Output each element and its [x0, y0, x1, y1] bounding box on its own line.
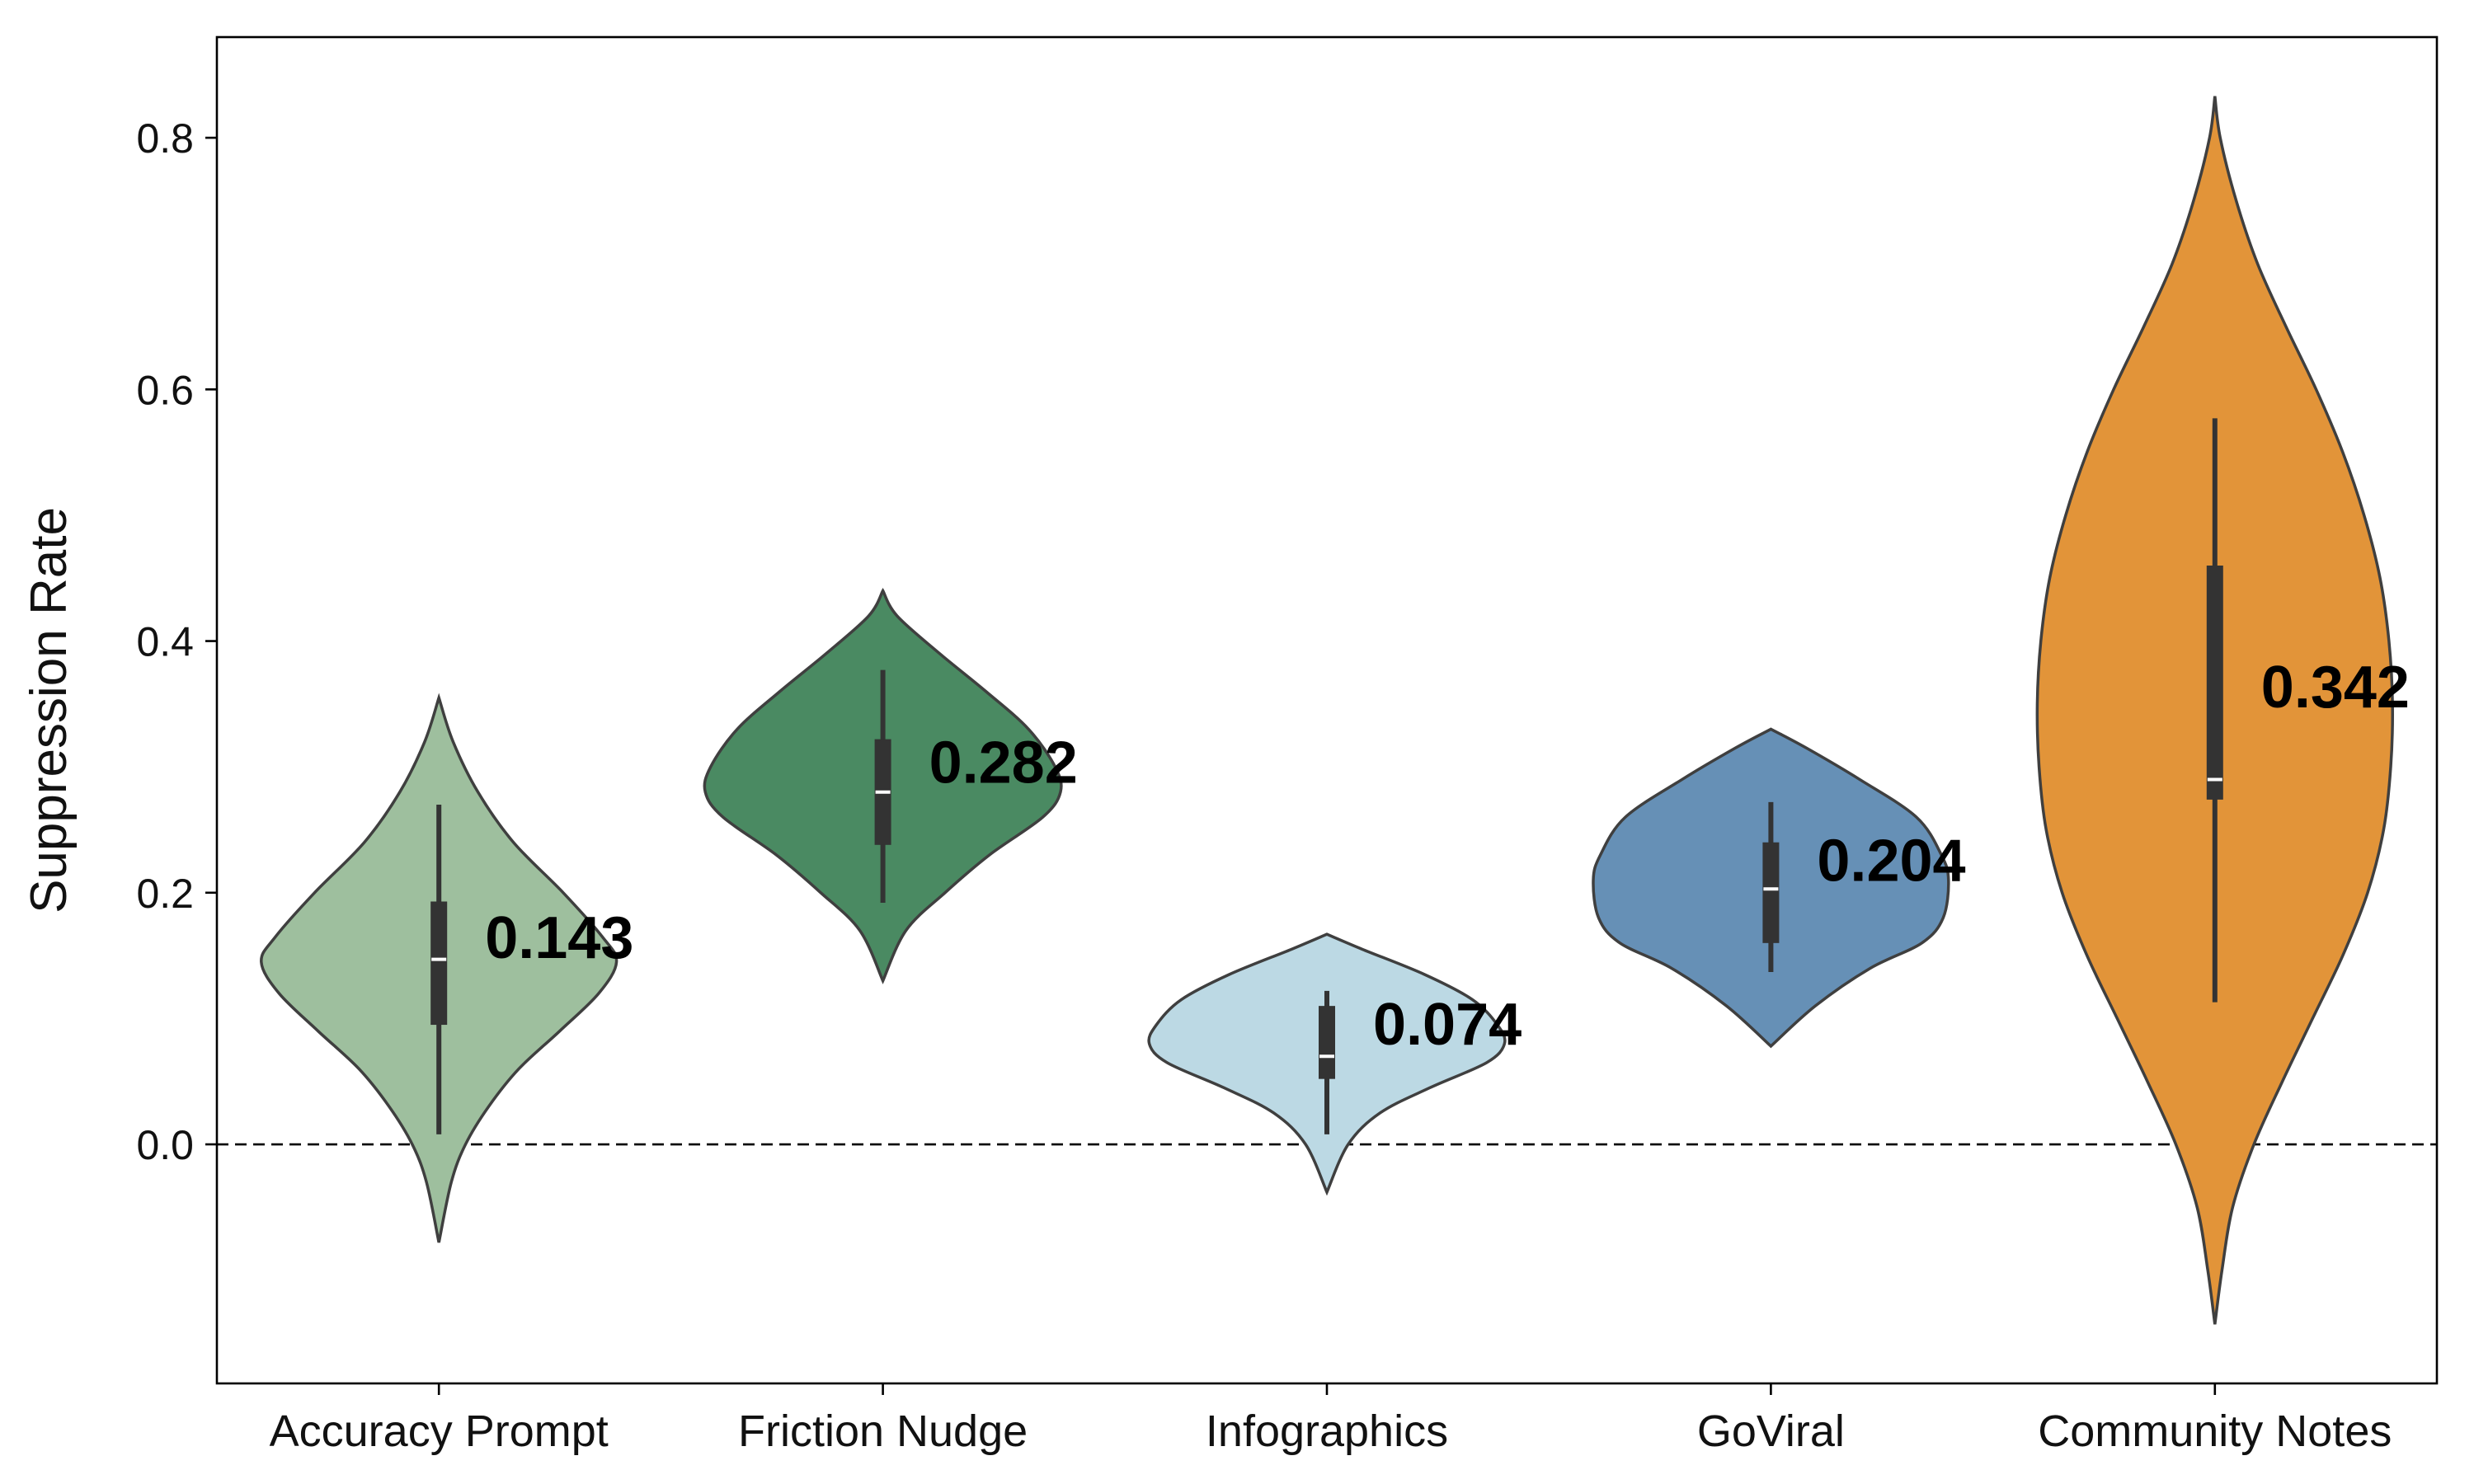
iqr-box: [1762, 842, 1780, 943]
mean-label: 0.143: [485, 905, 633, 971]
mean-label: 0.282: [929, 730, 1078, 796]
x-tick-label: GoViral: [1697, 1407, 1845, 1456]
y-axis-title: Suppression Rate: [21, 507, 78, 913]
x-tick-label: Community Notes: [2038, 1407, 2392, 1456]
x-tick-label: Friction Nudge: [738, 1407, 1028, 1456]
mean-label: 0.204: [1817, 829, 1965, 895]
violin-accuracy-prompt: 0.143: [260, 693, 633, 1243]
y-axis: 0.0 0.2 0.4 0.6 0.8: [136, 115, 217, 1168]
mean-label: 0.342: [2261, 655, 2410, 721]
iqr-box: [430, 901, 448, 1026]
x-tick-label: Infographics: [1206, 1407, 1448, 1456]
violin-friction-nudge: 0.282: [703, 587, 1078, 984]
violin-infographics: 0.074: [1147, 932, 1522, 1196]
y-tick-label: 0.4: [136, 619, 194, 665]
violin-community-notes: 0.342: [2035, 96, 2410, 1325]
x-axis: Accuracy Prompt Friction Nudge Infographic…: [270, 1383, 2392, 1456]
x-tick-label: Accuracy Prompt: [270, 1407, 609, 1456]
y-tick-label: 0.0: [136, 1122, 194, 1168]
mean-label: 0.074: [1373, 992, 1522, 1058]
violin-goviral: 0.204: [1592, 727, 1966, 1049]
y-tick-label: 0.6: [136, 367, 194, 413]
y-tick-label: 0.8: [136, 115, 194, 162]
violins-layer: 0.143 0.282 0.074 0.204 0.342: [260, 96, 2410, 1325]
iqr-box: [2206, 565, 2223, 800]
iqr-box: [1319, 1006, 1335, 1079]
y-tick-label: 0.2: [136, 871, 194, 917]
